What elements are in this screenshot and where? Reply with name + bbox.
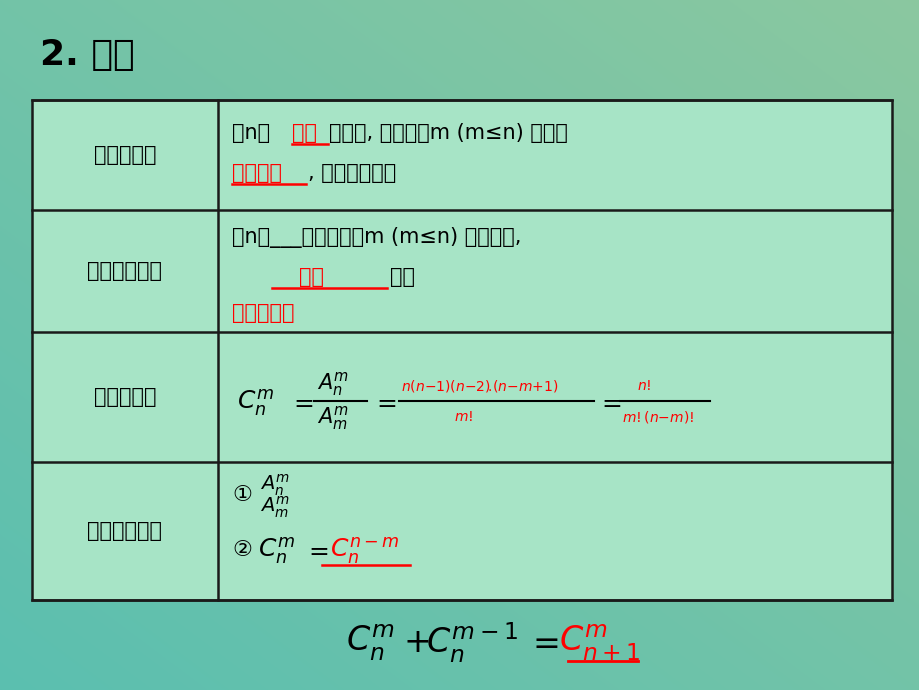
Text: $n!$: $n!$ [636,379,651,393]
Text: $=$: $=$ [289,390,313,414]
Text: $=$: $=$ [371,390,397,414]
Text: ②: ② [232,540,252,560]
Text: $C_n^{n-m}$: $C_n^{n-m}$ [330,535,399,566]
Text: $m!(n{-}m)!$: $m!(n{-}m)!$ [621,409,693,425]
Text: $m!$: $m!$ [453,410,472,424]
Text: , 叫做一个组合: , 叫做一个组合 [308,163,396,183]
Text: 不同: 不同 [299,267,323,287]
Text: $A_n^m$: $A_n^m$ [260,472,289,497]
Text: $C_n^m$: $C_n^m$ [346,623,394,663]
Text: $=$: $=$ [303,538,329,562]
Text: $A_n^m$: $A_n^m$ [317,370,349,398]
Text: 组合数的性质: 组合数的性质 [87,521,163,541]
Text: 并成一组: 并成一组 [232,163,282,183]
Text: 从n个___元素中取出m (m≤n) 个元素后,: 从n个___元素中取出m (m≤n) 个元素后, [232,226,521,248]
Text: $C_{n+1}^{m}$: $C_{n+1}^{m}$ [559,623,640,663]
Text: $A_m^m$: $A_m^m$ [260,494,289,520]
Text: 组合数的定义: 组合数的定义 [87,261,163,281]
Text: $=$: $=$ [525,627,558,660]
Text: 元素中, 任意取出m (m≤n) 个元素: 元素中, 任意取出m (m≤n) 个元素 [329,123,567,143]
Text: $+$: $+$ [403,627,429,660]
Text: $C_n^m$: $C_n^m$ [237,386,274,417]
Text: 组合的定义: 组合的定义 [94,145,156,165]
Text: $A_m^m$: $A_m^m$ [317,404,349,432]
Text: ①: ① [232,485,252,505]
Text: $C_n^m$: $C_n^m$ [257,535,295,566]
Text: 所有组合的: 所有组合的 [232,303,294,323]
Text: 从n个: 从n个 [232,123,277,143]
Text: $=$: $=$ [596,390,621,414]
Text: $n(n{-}1)(n{-}2)\!.\!(n{-}m{+}1)$: $n(n{-}1)(n{-}2)\!.\!(n{-}m{+}1)$ [401,378,558,394]
Text: $C_n^{m-1}$: $C_n^{m-1}$ [425,621,517,665]
Bar [32,100,891,600]
Text: 2. 组合: 2. 组合 [40,38,134,72]
Text: 组合数公式: 组合数公式 [94,387,156,407]
Text: 个数: 个数 [390,267,414,287]
Text: 不同: 不同 [291,123,317,143]
